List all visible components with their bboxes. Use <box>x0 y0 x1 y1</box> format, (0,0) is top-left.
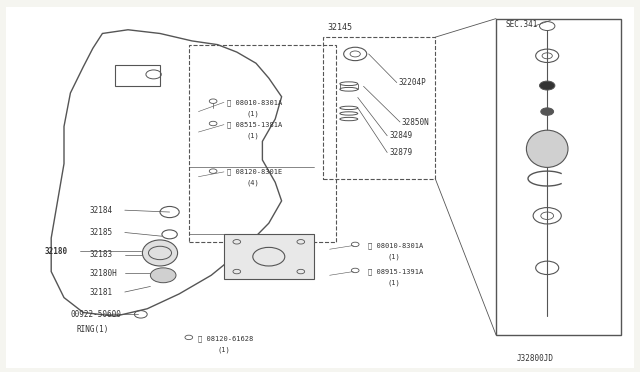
Text: 32183: 32183 <box>90 250 113 259</box>
Text: Ⓑ 08120-61628: Ⓑ 08120-61628 <box>198 335 253 342</box>
Text: 32180H: 32180H <box>90 269 117 278</box>
Bar <box>115 65 160 86</box>
Text: 32145: 32145 <box>328 23 353 32</box>
Bar <box>189 45 336 242</box>
Text: (1): (1) <box>387 253 400 260</box>
Circle shape <box>150 268 176 283</box>
Text: ⓜ 08915-1391A: ⓜ 08915-1391A <box>368 268 423 275</box>
Text: 32180: 32180 <box>45 247 68 256</box>
Text: 00922-50600: 00922-50600 <box>70 310 121 319</box>
Text: (4): (4) <box>246 180 259 186</box>
Text: Ⓑ 08120-8301E: Ⓑ 08120-8301E <box>227 169 282 175</box>
Text: 32849: 32849 <box>389 131 412 140</box>
Text: 32184: 32184 <box>90 206 113 215</box>
Text: RING(1): RING(1) <box>77 325 109 334</box>
Text: (1): (1) <box>387 279 400 286</box>
Bar <box>496 19 621 335</box>
Ellipse shape <box>143 240 178 266</box>
Text: 32185: 32185 <box>90 228 113 237</box>
Text: (1): (1) <box>218 346 230 353</box>
Text: (1): (1) <box>246 132 259 139</box>
Circle shape <box>541 108 554 115</box>
Text: 32879: 32879 <box>389 148 412 157</box>
Bar <box>323 37 435 179</box>
Text: Ⓑ 08010-8301A: Ⓑ 08010-8301A <box>227 99 282 106</box>
Text: SEC.341: SEC.341 <box>506 20 538 29</box>
Text: 32850N: 32850N <box>402 118 429 126</box>
Circle shape <box>540 81 555 90</box>
Text: (1): (1) <box>246 110 259 117</box>
Text: 32181: 32181 <box>90 288 113 296</box>
Text: Ⓑ 08010-8301A: Ⓑ 08010-8301A <box>368 242 423 249</box>
Text: J32800JD: J32800JD <box>516 355 554 363</box>
Text: 32204P: 32204P <box>398 78 426 87</box>
Text: ⓜ 08515-1381A: ⓜ 08515-1381A <box>227 121 282 128</box>
Ellipse shape <box>527 130 568 167</box>
Bar <box>224 234 314 279</box>
